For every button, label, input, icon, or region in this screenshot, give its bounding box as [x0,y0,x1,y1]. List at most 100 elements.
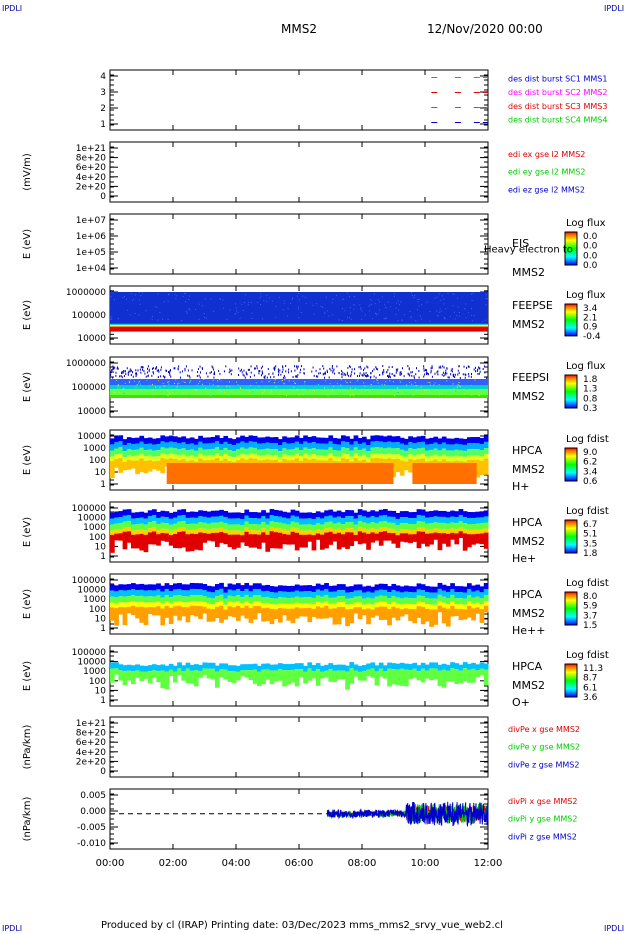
spectrogram-speck [277,373,279,376]
spectrogram-speck [390,306,392,308]
spectrogram-speck [417,298,419,300]
spectrogram-speck [342,373,344,376]
spectrogram-speck [247,304,249,306]
spectrogram-cell [429,517,434,524]
spectrogram-cell [261,597,266,604]
panel-2 [109,213,578,275]
spectrogram-cell [131,665,136,672]
spectrogram-cell [437,670,443,687]
spectrogram-cell [126,527,132,534]
spectrogram-speck [219,372,221,375]
spectrogram-speck [199,365,201,368]
spectrogram-speck [365,391,367,393]
spectrogram-cell [429,668,434,681]
spectrogram-speck [140,371,142,374]
spectrogram-speck [255,382,257,384]
spectrogram-cell [307,454,313,461]
spectrogram-cell [286,591,292,598]
spectrogram-cell [395,436,401,443]
spectrogram-cell [404,517,409,524]
spectrogram-speck [417,301,419,303]
spectrogram-speck [147,365,149,368]
spectrogram-cell [139,458,145,473]
spectrogram-speck [465,373,467,376]
spectrogram-cell [110,662,115,669]
spectrogram-speck [260,295,262,297]
spectrogram-speck [160,366,162,369]
spectrogram-cell [420,527,426,534]
spectrogram-speck [274,379,276,381]
spectrogram-cell [223,528,229,535]
spectrogram-cell [227,671,233,682]
spectrogram-cell [454,529,460,536]
spectrogram-speck [260,367,262,370]
spectrogram-speck [278,371,280,374]
spectrogram-cell [433,532,439,540]
spectrogram-cell [265,669,271,680]
spectrogram-speck [130,293,132,295]
spectrogram-speck [113,299,115,301]
y-tick-label: 6e+20 [76,738,107,748]
spectrogram-cell [227,438,233,445]
spectrogram-cell [362,609,367,616]
spectrogram-cell [467,583,472,590]
colorbar-tick-label: 1.8 [583,375,598,385]
spectrogram-cell [240,441,245,448]
spectrogram-cell [147,443,153,450]
spectrogram-cell [450,522,455,529]
spectrogram-cell [420,607,426,625]
spectrogram-speck [338,319,340,321]
spectrogram-speck [288,380,290,382]
spectrogram-speck [238,367,240,370]
spectrogram-cell [429,662,434,669]
spectrogram-cell [194,511,199,518]
spectrogram-cell [341,590,346,597]
spectrogram-speck [307,389,309,391]
spectrogram-cell [227,606,233,617]
spectrogram-cell [286,524,292,531]
spectrogram-cell [248,591,254,598]
spectrogram-cell [450,601,455,608]
spectrogram-speck [213,371,215,374]
spectrogram-speck [412,394,414,396]
spectrogram-cell [353,453,359,460]
spectrogram-cell [328,447,334,454]
spectrogram-cell [160,435,166,442]
spectrogram-speck [135,294,137,296]
spectrogram-speck [346,292,348,294]
spectrogram-cell [483,522,489,529]
spectrogram-cell [353,435,359,442]
spectrogram-speck [122,297,124,299]
spectrogram-cell [194,670,199,687]
spectrogram-speck [331,389,333,391]
spectrogram-cell [332,670,338,683]
spectrogram-cell [282,597,287,604]
spectrogram-cell [345,604,350,611]
spectrogram-cell [273,437,279,444]
spectrogram-cell [177,668,182,676]
spectrogram-cell [395,535,401,548]
spectrogram-speck [344,310,346,312]
spectrogram-speck [176,386,178,388]
spectrogram-cell [412,437,418,444]
spectrogram-cell [294,510,300,517]
spectrogram-cell [420,521,426,528]
spectrogram-cell [198,664,203,671]
spectrogram-cell [194,583,199,590]
spectrogram-speck [148,370,150,373]
spectrogram-speck [315,369,317,372]
spectrogram-cell [307,518,313,525]
spectrogram-speck [250,365,252,368]
y-axis-label: E (eV) [22,229,33,259]
spectrogram-cell [194,589,199,596]
spectrogram-speck [425,371,427,374]
spectrogram-speck [332,314,334,316]
spectrogram-cell [168,669,174,676]
spectrogram-speck [423,365,425,368]
spectrogram-speck [226,385,228,387]
spectrogram-cell [257,443,262,450]
spectrogram-cell [483,532,489,549]
x-tick-label: 06:00 [285,858,314,869]
spectrogram-cell [357,437,363,444]
spectrogram-speck [296,389,298,391]
